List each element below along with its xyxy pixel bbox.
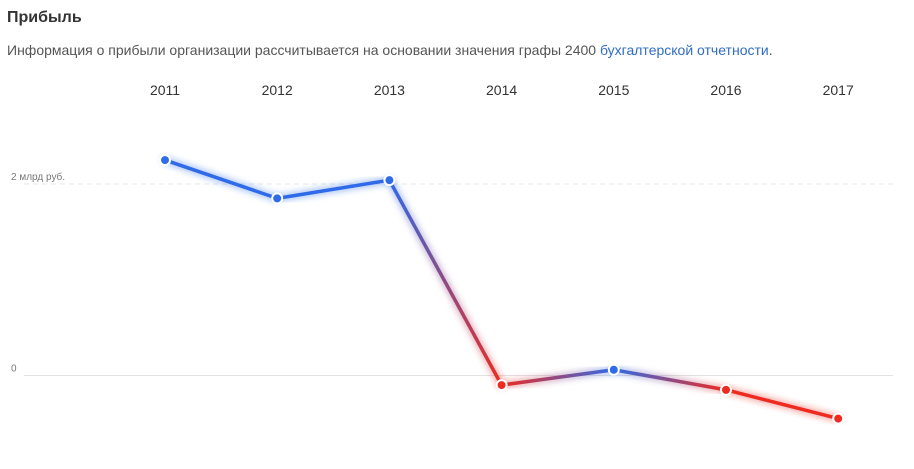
line-segment-2013-2014 (387, 178, 504, 387)
x-tick-label-2015: 2015 (598, 82, 629, 98)
line-segment-2015-2016 (612, 368, 728, 392)
y-tick-label-0: 2 млрд руб. (11, 171, 65, 183)
x-tick-label-2017: 2017 (823, 82, 854, 98)
data-points (159, 154, 845, 425)
line-segment-2016-2017 (724, 388, 840, 421)
x-tick-label-2012: 2012 (262, 82, 293, 98)
description-text: Информация о прибыли организации рассчит… (7, 42, 600, 58)
data-point-2012[interactable] (271, 192, 284, 205)
y-tick-label-1: 0 (11, 364, 17, 375)
section-title: Прибыль (7, 9, 82, 26)
accounting-report-link[interactable]: бухгалтерской отчетности (599, 42, 769, 58)
section-description: Информация о прибыли организации рассчит… (7, 42, 773, 58)
profit-line (163, 158, 840, 421)
x-tick-label-2014: 2014 (486, 82, 517, 98)
data-point-2015[interactable] (607, 363, 620, 376)
line-segment-2011-2012 (163, 158, 279, 201)
data-point-2017[interactable] (832, 412, 845, 425)
line-segment-2012-2013 (275, 178, 392, 201)
x-tick-label-2016: 2016 (710, 82, 741, 98)
chart-grid: 2 млрд руб. 0 (11, 171, 893, 376)
data-point-2014[interactable] (495, 379, 508, 392)
x-tick-label-2011: 2011 (150, 82, 180, 98)
x-axis-labels: 2011 2012 2013 2014 2015 2016 2017 (150, 82, 854, 98)
x-tick-label-2013: 2013 (374, 82, 405, 98)
data-point-2016[interactable] (720, 383, 732, 396)
line-segment-2014-2015 (499, 368, 616, 387)
description-suffix: . (768, 42, 773, 58)
data-point-2013[interactable] (383, 174, 396, 187)
data-point-2011[interactable] (159, 154, 171, 167)
